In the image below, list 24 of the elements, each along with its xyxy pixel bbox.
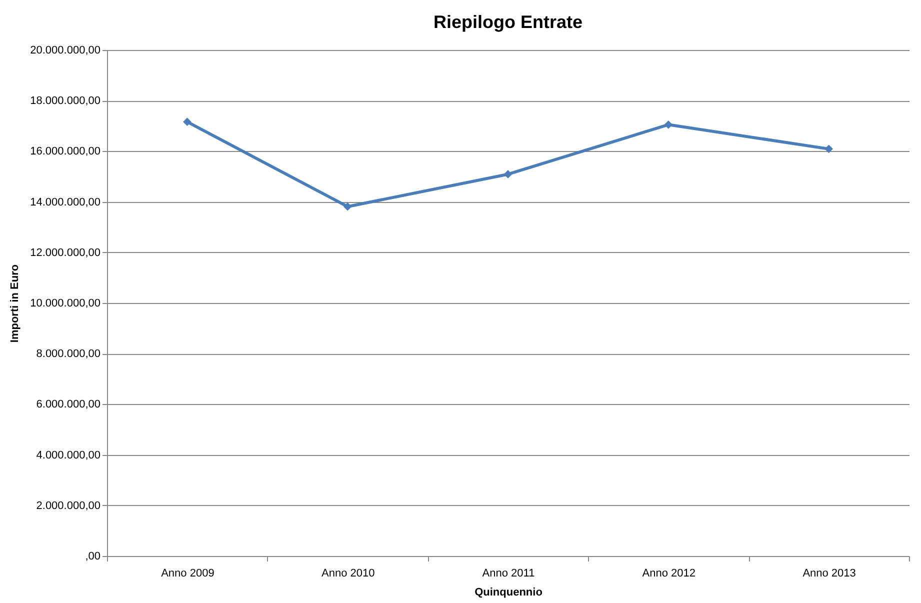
y-tick-label: 16.000.000,00 xyxy=(30,146,100,158)
y-tick-label: 12.000.000,00 xyxy=(30,246,100,259)
y-tick-label: 18.000.000,00 xyxy=(30,95,100,108)
y-tick-label: 4.000.000,00 xyxy=(36,449,100,462)
x-tick-label: Anno 2012 xyxy=(642,568,696,580)
point xyxy=(824,144,833,154)
y-tick-label: 6.000.000,00 xyxy=(36,398,100,411)
x-tick-label: Anno 2013 xyxy=(802,568,856,580)
y-tick-label: 8.000.000,00 xyxy=(36,348,100,360)
point xyxy=(504,170,512,178)
x-tick-label: Anno 2009 xyxy=(161,568,214,580)
y-tick-label: 14.000.000,00 xyxy=(30,196,100,208)
point xyxy=(183,118,192,126)
point xyxy=(343,202,352,211)
x-tick-label: Anno 2010 xyxy=(321,568,375,580)
point xyxy=(664,120,673,129)
y-tick-label: 10.000.000,00 xyxy=(30,298,100,310)
y-tick-label: 20.000.000,00 xyxy=(30,44,100,56)
x-tick-label: Anno 2011 xyxy=(482,568,535,580)
y-tick-label: 2.000.000,00 xyxy=(36,500,100,512)
y-axis-title: Importi in Euro xyxy=(9,264,22,343)
y-tick-label: ,00 xyxy=(85,550,100,562)
x-axis-title: Quinquennio xyxy=(474,586,543,598)
chart-title: Riepilogo Entrate xyxy=(433,12,583,32)
